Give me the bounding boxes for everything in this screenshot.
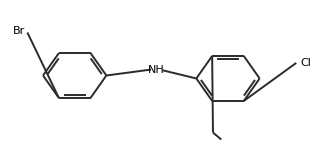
Text: Br: Br — [13, 26, 25, 36]
Text: Cl: Cl — [300, 58, 311, 68]
Text: NH: NH — [148, 65, 164, 75]
